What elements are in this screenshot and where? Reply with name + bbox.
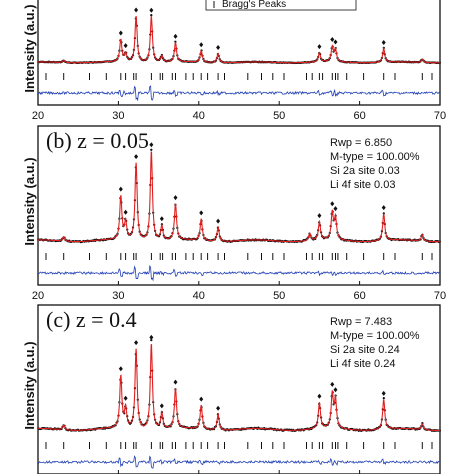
peak-marker xyxy=(123,209,128,215)
x-tick-label: 30 xyxy=(112,290,124,302)
fit-annotation: M-type = 100.00% xyxy=(330,151,420,163)
peak-marker xyxy=(330,201,335,207)
x-tick-label: 60 xyxy=(353,290,365,302)
fit-annotation: Si 2a site 0.03 xyxy=(330,165,400,177)
peak-marker xyxy=(317,213,322,219)
peak-marker xyxy=(330,36,335,42)
x-tick-label: 70 xyxy=(434,290,446,302)
x-tick-label: 70 xyxy=(434,110,446,122)
peak-marker xyxy=(216,45,221,51)
x-tick-label: 50 xyxy=(273,110,285,122)
x-tick-label: 30 xyxy=(112,110,124,122)
calculated-series xyxy=(38,344,440,431)
fit-annotation: Li 4f site 0.24 xyxy=(330,358,395,370)
plot-frame xyxy=(37,304,441,474)
plot-frame xyxy=(37,0,441,106)
x-tick-label: 40 xyxy=(193,290,205,302)
peak-marker xyxy=(123,395,128,401)
peak-marker xyxy=(159,216,164,222)
panel-label: (b) z = 0.05 xyxy=(46,128,149,153)
y-axis-label: Intensity (a.u.) xyxy=(22,4,37,92)
fit-annotation: Si 2a site 0.24 xyxy=(330,344,400,356)
panel-a: 20 30 40 50 60 70 Intensity (a.u.) Bragg's Peak… xyxy=(22,0,446,122)
peak-marker xyxy=(216,405,221,411)
x-tick-label: 20 xyxy=(32,290,44,302)
observed-point xyxy=(150,14,153,17)
observed-point xyxy=(382,396,385,400)
peak-marker xyxy=(317,393,322,399)
peak-marker xyxy=(134,154,139,160)
peak-marker xyxy=(317,44,322,50)
x-tick-label: 50 xyxy=(273,290,285,302)
peak-marker xyxy=(149,142,154,148)
peak-marker xyxy=(118,186,123,192)
y-axis-label: Intensity (a.u.) xyxy=(22,341,37,429)
difference-series xyxy=(37,455,440,469)
peak-marker xyxy=(118,366,123,372)
x-tick-label: 40 xyxy=(193,110,205,122)
calculated-series xyxy=(38,15,440,64)
fit-annotation: Rwp = 7.483 xyxy=(330,316,392,328)
x-tick-label: 20 xyxy=(32,110,44,122)
fit-annotation: M-type = 100.00% xyxy=(330,330,420,342)
peak-marker xyxy=(134,7,139,13)
peak-marker xyxy=(123,43,128,49)
peak-marker xyxy=(173,379,178,385)
peak-marker xyxy=(173,33,178,39)
peak-marker xyxy=(333,39,338,45)
legend-box xyxy=(205,0,357,11)
observed-point xyxy=(150,148,153,151)
panel-c: Intensity (a.u.) (c) z = 0.4 Rwp = 7.483 M-… xyxy=(22,304,441,474)
peak-marker xyxy=(333,206,338,212)
panel-b: 20 30 40 50 60 70 Intensity (a.u.) (b) z = 0.05… xyxy=(22,125,446,302)
difference-series xyxy=(37,264,440,282)
panel-label: (c) z = 0.4 xyxy=(46,307,137,332)
difference-series xyxy=(37,85,440,102)
peak-marker xyxy=(159,403,164,409)
peak-marker xyxy=(199,396,204,402)
peak-marker xyxy=(381,390,386,396)
calculated-series xyxy=(38,151,441,243)
peak-marker xyxy=(381,40,386,46)
peak-marker xyxy=(199,42,204,48)
fit-annotation: Li 4f site 0.03 xyxy=(330,179,395,191)
peak-marker xyxy=(199,210,204,216)
peak-marker xyxy=(118,30,123,36)
peak-marker xyxy=(149,334,154,340)
x-tick-label: 60 xyxy=(353,110,365,122)
peak-marker xyxy=(330,381,335,387)
observed-series xyxy=(37,14,441,65)
observed-point xyxy=(150,338,153,342)
peak-marker xyxy=(381,205,386,211)
legend: Bragg's Peaks xyxy=(205,0,357,11)
legend-item: Bragg's Peaks xyxy=(222,0,286,10)
peak-marker xyxy=(173,195,178,201)
peak-marker xyxy=(149,7,154,13)
peak-marker xyxy=(134,340,139,346)
peak-marker xyxy=(216,218,221,224)
plot-frame xyxy=(37,125,441,286)
fit-annotation: Rwp = 6.850 xyxy=(330,137,392,149)
peak-marker xyxy=(333,387,338,393)
y-axis-label: Intensity (a.u.) xyxy=(22,157,37,245)
